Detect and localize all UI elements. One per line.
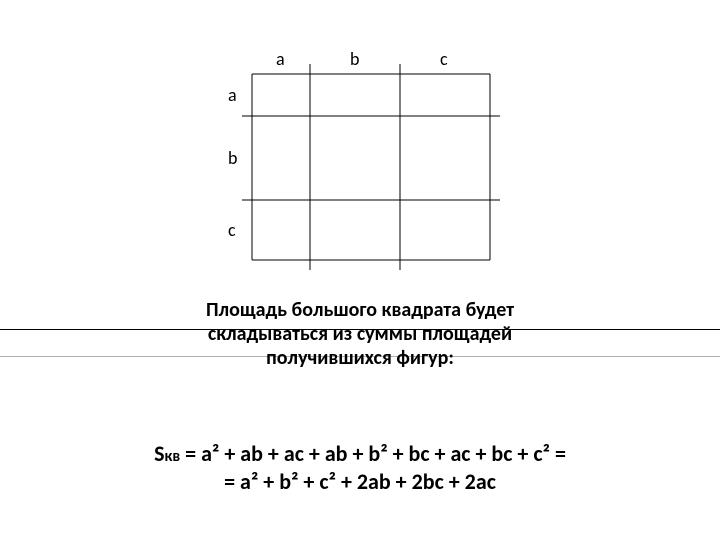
- formula-l1-rest: = a² + ab + ac + ab + b² + bc + ac + bc …: [180, 440, 566, 467]
- formula-line2: = a² + b² + c² + 2ab + 2bc + 2ac: [224, 468, 496, 495]
- desc-line3: получившихся фигур:: [266, 346, 454, 370]
- grid-svg: [216, 38, 504, 274]
- formula-s: S: [154, 440, 164, 467]
- col-label: b: [350, 48, 359, 70]
- slide: a b c a b c Площадь большого квадрата будет с…: [0, 0, 720, 540]
- desc-line2: складываться из суммы площадей: [208, 322, 512, 346]
- formula-text: Sкв = a² + ab + ac + ab + b² + bc + ac +…: [0, 440, 720, 495]
- row-label: b: [228, 147, 237, 169]
- row-label: a: [228, 84, 237, 106]
- formula-line1: Sкв = a² + ab + ac + ab + b² + bc + ac +…: [154, 440, 566, 467]
- col-label: c: [440, 48, 448, 70]
- description-text: Площадь большого квадрата будет складыва…: [0, 298, 720, 370]
- col-label: a: [276, 48, 285, 70]
- formula-sub: кв: [165, 447, 181, 466]
- row-label: c: [228, 219, 236, 241]
- desc-line1: Площадь большого квадрата будет: [206, 298, 514, 322]
- partition-grid: a b c a b c: [216, 38, 504, 274]
